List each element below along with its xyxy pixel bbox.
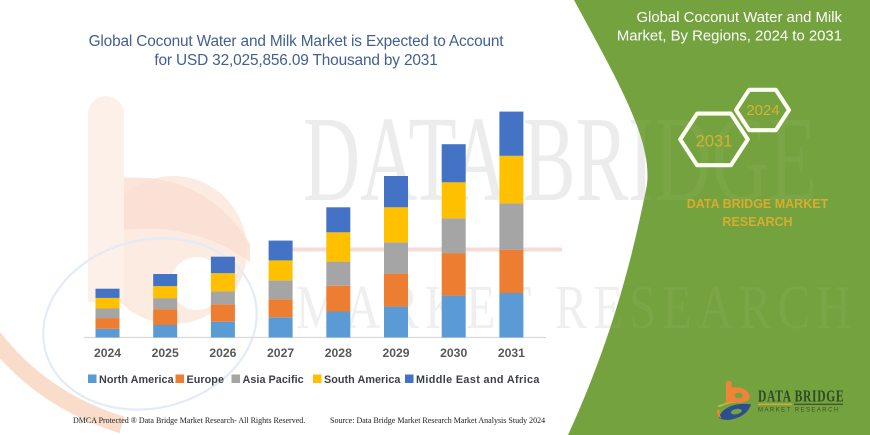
- svg-text:Middle East and Africa: Middle East and Africa: [416, 374, 540, 386]
- svg-text:2025: 2025: [152, 346, 179, 360]
- svg-text:2024: 2024: [746, 102, 779, 119]
- svg-text:2028: 2028: [325, 346, 352, 360]
- svg-text:North America: North America: [99, 374, 175, 386]
- svg-text:for USD 32,025,856.09 Thousand: for USD 32,025,856.09 Thousand by 2031: [154, 52, 437, 69]
- svg-text:2031: 2031: [696, 133, 733, 151]
- svg-text:South America: South America: [324, 374, 401, 386]
- svg-text:Global Coconut Water and Milk: Global Coconut Water and Milk: [636, 10, 842, 26]
- svg-text:Market, By Regions, 2024 to 20: Market, By Regions, 2024 to 2031: [617, 28, 842, 44]
- svg-text:RESEARCH: RESEARCH: [722, 215, 792, 229]
- svg-text:DATA BRIDGE: DATA BRIDGE: [758, 387, 844, 406]
- svg-text:2027: 2027: [267, 346, 294, 360]
- svg-text:Source: Data Bridge Market Res: Source: Data Bridge Market Research Mark…: [330, 416, 545, 425]
- svg-text:Global Coconut Water and Milk: Global Coconut Water and Milk Market is …: [89, 33, 505, 50]
- svg-text:DATA BRIDGE MARKET: DATA BRIDGE MARKET: [687, 197, 829, 211]
- svg-text:2024: 2024: [94, 346, 121, 360]
- svg-text:MARKET RESEARCH: MARKET RESEARCH: [758, 408, 840, 414]
- svg-text:2026: 2026: [209, 346, 236, 360]
- svg-text:Asia Pacific: Asia Pacific: [243, 374, 304, 386]
- svg-text:2029: 2029: [382, 346, 409, 360]
- svg-text:Europe: Europe: [187, 374, 225, 386]
- svg-text:2031: 2031: [498, 346, 525, 360]
- svg-text:2030: 2030: [440, 346, 467, 360]
- svg-text:DMCA Protected ® Data Bridge M: DMCA Protected ® Data Bridge Market Rese…: [73, 416, 305, 425]
